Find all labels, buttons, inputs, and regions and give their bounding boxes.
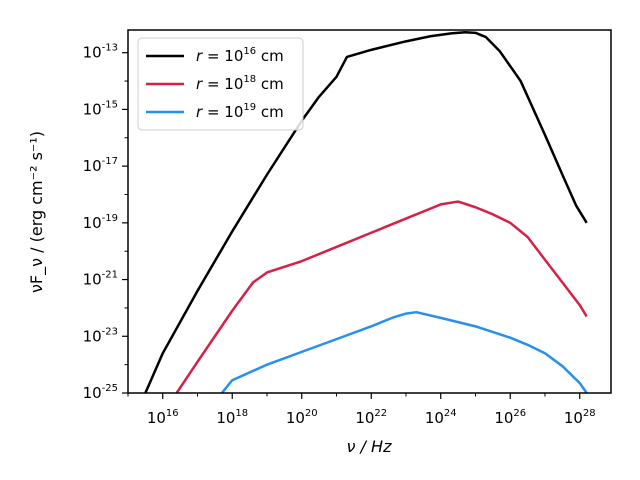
- series-line-3: [220, 310, 588, 393]
- legend-label-2: r = 1018 cm: [196, 74, 284, 93]
- y-tick-label: 10-15: [83, 99, 118, 118]
- legend-box: [137, 37, 304, 131]
- x-axis: 1016 1018 1020 1022 1024 1026 1028: [127, 393, 596, 427]
- x-tick-label: 1024: [425, 408, 457, 427]
- y-tick-label: 10-21: [83, 270, 118, 289]
- legend-label-3: r = 1019 cm: [196, 102, 284, 121]
- series-layer: [144, 31, 588, 393]
- y-tick-label: 10-17: [83, 156, 118, 175]
- x-tick-label: 1020: [286, 408, 318, 427]
- x-tick-label: 1028: [564, 408, 596, 427]
- legend-label-1: r = 1016 cm: [196, 46, 284, 65]
- plot-frame: [127, 29, 612, 394]
- series-line-1: [144, 31, 588, 393]
- legend: r = 1016 cm r = 1018 cm r = 1019 cm: [137, 37, 304, 131]
- x-tick-label: 1026: [494, 408, 526, 427]
- x-tick-label: 1016: [147, 408, 179, 427]
- x-axis-label: ν / Hz: [347, 437, 393, 456]
- y-tick-label: 10-23: [83, 326, 118, 345]
- x-tick-label: 1022: [355, 408, 387, 427]
- y-tick-label: 10-19: [83, 213, 118, 232]
- y-tick-label: 10-13: [83, 43, 118, 62]
- y-tick-label: 10-25: [83, 383, 118, 402]
- y-axis-label: νF_ν / (erg cm⁻² s⁻¹): [27, 131, 47, 293]
- x-tick-label: 1018: [216, 408, 248, 427]
- series-line-2: [175, 200, 588, 393]
- y-axis: 10-25 10-23 10-21 10-19 10-17 10-15 10-13: [83, 43, 128, 402]
